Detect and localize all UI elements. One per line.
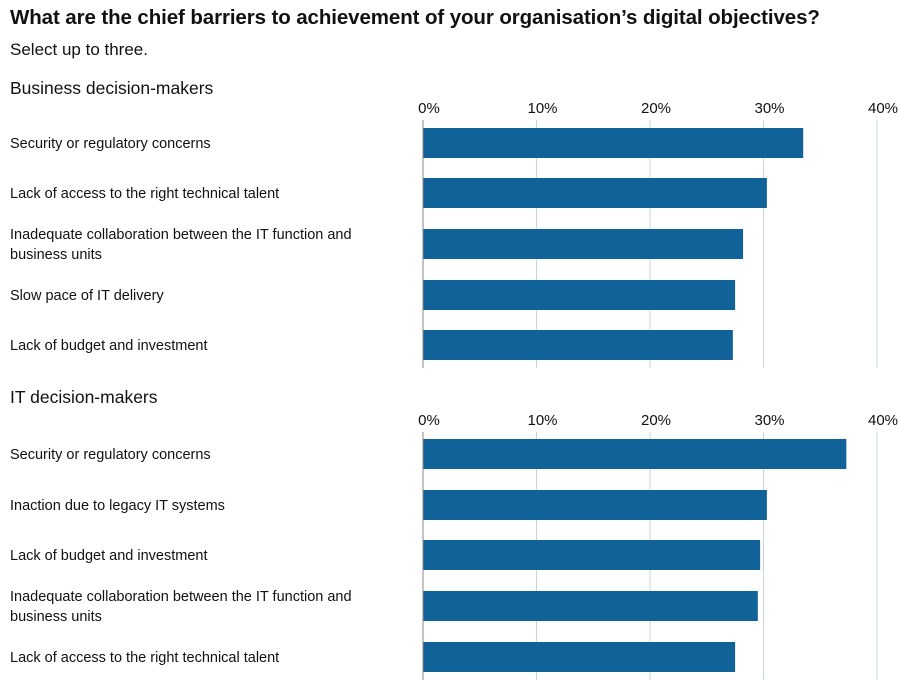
category-label: Security or regulatory concerns (10, 447, 211, 463)
panel-title-it: IT decision-makers (10, 387, 158, 407)
x-tick-label: 0% (418, 412, 440, 429)
x-tick-label: 10% (527, 100, 557, 117)
category-label: Security or regulatory concerns (10, 136, 211, 152)
category-label: business units (10, 609, 102, 625)
category-label: Inaction due to legacy IT systems (10, 498, 225, 514)
bar (423, 591, 758, 621)
category-label: Inadequate collaboration between the IT … (10, 589, 352, 605)
chart-subtitle: Select up to three. (10, 40, 148, 59)
category-label: Slow pace of IT delivery (10, 288, 164, 304)
x-tick-label: 30% (754, 100, 784, 117)
bar (423, 490, 767, 520)
x-tick-label: 30% (754, 412, 784, 429)
bar (423, 280, 736, 310)
bar (423, 128, 804, 158)
category-label: Lack of budget and investment (10, 338, 208, 354)
category-label: Inadequate collaboration between the IT … (10, 227, 352, 243)
chart-title: What are the chief barriers to achieveme… (10, 6, 820, 29)
category-label: Lack of access to the right technical ta… (10, 650, 279, 666)
bar (423, 178, 767, 208)
x-tick-label: 20% (641, 100, 671, 117)
x-tick-label: 40% (868, 100, 898, 117)
bar (423, 642, 736, 672)
bar (423, 540, 761, 570)
category-label: Lack of budget and investment (10, 548, 208, 564)
bar (423, 439, 847, 469)
category-label: business units (10, 247, 102, 263)
x-tick-label: 20% (641, 412, 671, 429)
x-tick-label: 10% (527, 412, 557, 429)
panel-title-business: Business decision-makers (10, 78, 214, 98)
category-label: Lack of access to the right technical ta… (10, 186, 279, 202)
bar (423, 330, 733, 360)
bar (423, 229, 744, 259)
x-tick-label: 40% (868, 412, 898, 429)
x-tick-label: 0% (418, 100, 440, 117)
